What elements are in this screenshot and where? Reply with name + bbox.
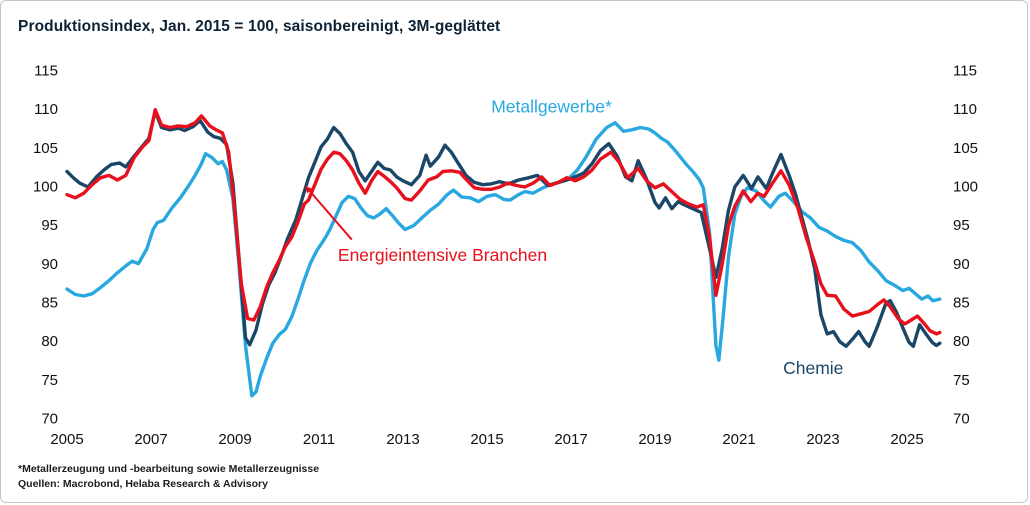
x-axis-tick-label: 2015 (470, 431, 503, 448)
x-axis-tick-label: 2017 (554, 431, 587, 448)
y-axis-tick-label-left: 80 (41, 333, 58, 350)
y-axis-tick-label-right: 115 (953, 63, 977, 80)
y-axis-tick-label-right: 90 (953, 256, 970, 273)
y-axis-tick-label-right: 85 (953, 295, 970, 312)
x-axis-tick-label: 2005 (50, 431, 83, 448)
y-axis-tick-label-left: 75 (41, 372, 58, 389)
x-axis-tick-label: 2023 (806, 431, 839, 448)
y-axis-tick-label-left: 90 (41, 256, 58, 273)
x-axis-tick-label: 2007 (134, 431, 167, 448)
y-axis-tick-label-right: 95 (953, 217, 970, 234)
metallgewerbe-line (65, 121, 942, 398)
y-axis-tick-label-left: 115 (34, 63, 58, 80)
metallgewerbe-label: Metallgewerbe* (491, 97, 612, 117)
energieintensive-branchen-line (65, 107, 942, 336)
y-axis-tick-label-left: 105 (33, 140, 58, 157)
x-axis-tick-label: 2009 (218, 431, 251, 448)
y-axis-tick-label-right: 80 (953, 333, 970, 350)
y-axis-tick-label-right: 110 (953, 101, 977, 118)
y-axis-tick-label-left: 110 (34, 101, 58, 118)
y-axis-tick-label-right: 75 (953, 372, 970, 389)
y-axis-tick-label-left: 70 (41, 411, 58, 428)
x-axis-tick-label: 2021 (722, 431, 755, 448)
footnote-definition: *Metallerzeugung und -bearbeitung sowie … (18, 463, 320, 475)
energieintensive-label: Energieintensive Branchen (338, 245, 547, 265)
x-axis-tick-label: 2025 (890, 431, 923, 448)
annotation-arrow (304, 185, 353, 241)
y-axis-tick-label-left: 95 (41, 217, 58, 234)
x-axis-tick-label: 2013 (386, 431, 419, 448)
y-axis-tick-label-right: 70 (953, 411, 970, 428)
chemie-label: Chemie (783, 358, 843, 378)
chemie-line (65, 109, 942, 348)
y-axis-tick-label-right: 100 (953, 179, 978, 196)
footnote-sources: Quellen: Macrobond, Helaba Research & Ad… (18, 478, 268, 490)
chart-title: Produktionsindex, Jan. 2015 = 100, saiso… (18, 18, 501, 35)
y-axis-tick-label-left: 85 (41, 295, 58, 312)
x-axis-tick-label: 2011 (303, 431, 335, 448)
y-axis-tick-label-right: 105 (953, 140, 978, 157)
y-axis-tick-label-left: 100 (33, 179, 58, 196)
x-axis-tick-label: 2019 (638, 431, 671, 448)
